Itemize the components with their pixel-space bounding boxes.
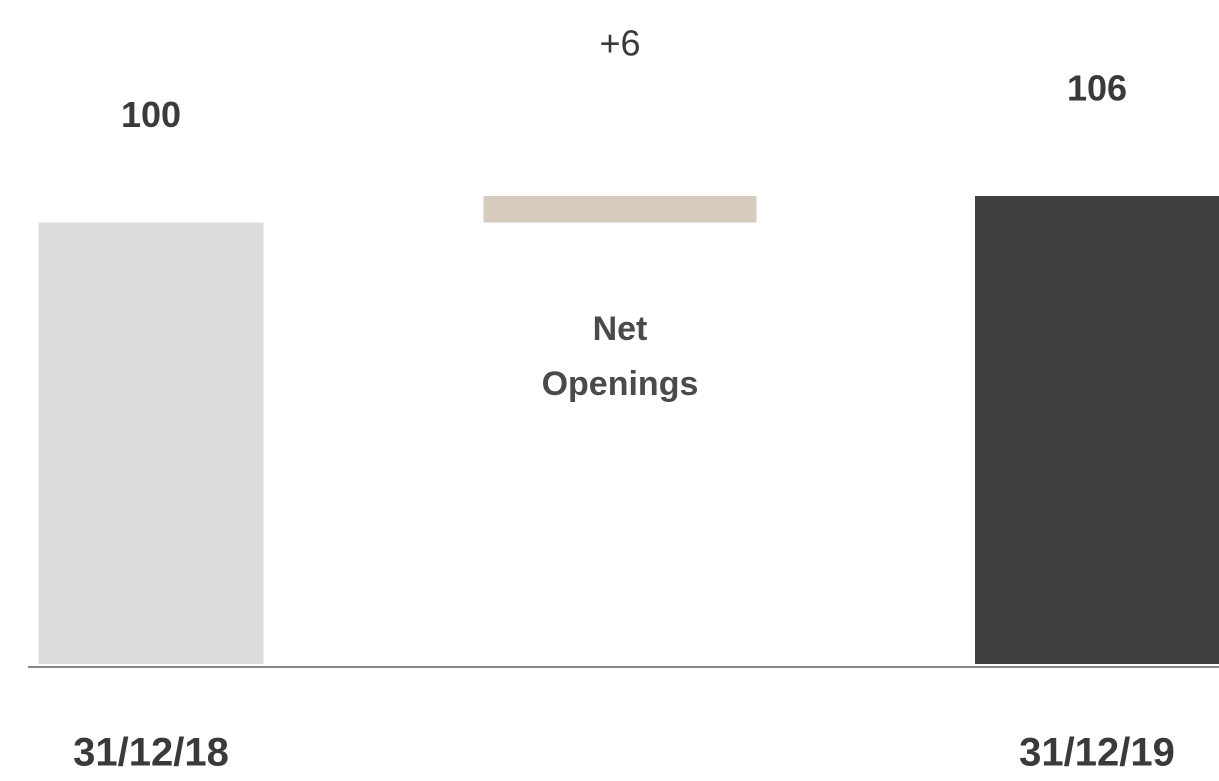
bar	[975, 196, 1219, 664]
bar	[38, 222, 264, 664]
x-tick-label: 31/12/19	[1019, 731, 1175, 775]
x-tick-label: 31/12/18	[73, 731, 229, 775]
value-label: 100	[121, 94, 181, 135]
value-label: +6	[599, 23, 640, 64]
bar	[483, 196, 757, 223]
x-tick-label: Net Openings	[541, 310, 699, 403]
category-label-box: Net Openings	[541, 310, 699, 403]
value-label: 106	[1067, 68, 1127, 109]
